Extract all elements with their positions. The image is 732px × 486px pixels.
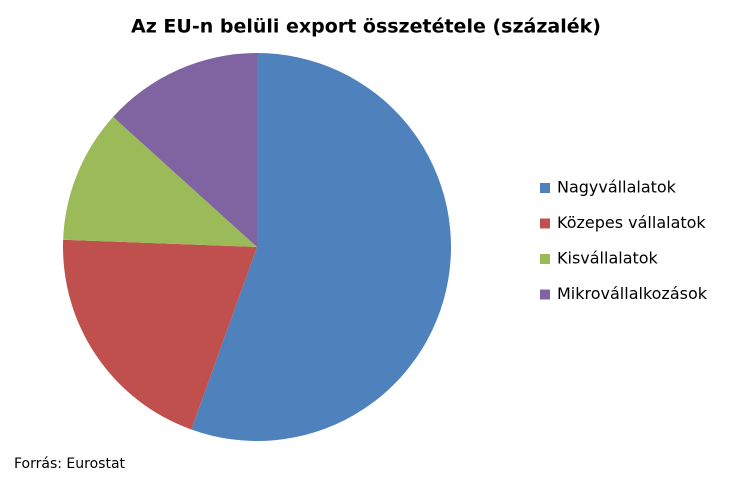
legend-label: Közepes vállalatok [557, 213, 706, 232]
legend-swatch [540, 289, 550, 300]
legend-swatch [540, 183, 550, 193]
legend-label: Mikrovállalkozások [557, 284, 708, 303]
legend-swatch [540, 218, 550, 229]
legend-label: Kisvállalatok [557, 249, 659, 268]
pie-slice [63, 116, 257, 248]
pie-slice [113, 52, 257, 247]
legend-swatch [540, 254, 550, 264]
source-note: Forrás: Eurostat [14, 456, 126, 472]
chart-title: Az EU-n belüli export összetétele (száza… [131, 16, 601, 38]
pie-slice [62, 239, 257, 430]
pie-slice [191, 53, 451, 441]
legend-label: Nagyvállalatok [557, 178, 677, 197]
